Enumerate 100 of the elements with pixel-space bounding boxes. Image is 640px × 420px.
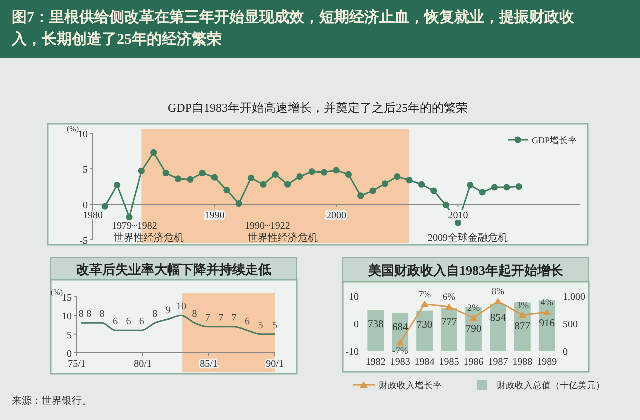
data-label: 8 bbox=[192, 309, 198, 320]
point bbox=[187, 176, 194, 183]
point bbox=[445, 304, 454, 310]
point bbox=[467, 182, 474, 189]
point bbox=[370, 188, 376, 194]
point bbox=[102, 203, 108, 210]
bar bbox=[416, 310, 433, 351]
bar bbox=[441, 308, 458, 351]
data-label: 10 bbox=[176, 302, 186, 313]
y2-tick-label: 500 bbox=[563, 320, 578, 330]
point bbox=[126, 214, 133, 221]
data-label: 777 bbox=[441, 317, 458, 328]
y-tick-label: 0 bbox=[354, 320, 359, 330]
data-label: 8% bbox=[492, 288, 505, 298]
point bbox=[199, 170, 206, 177]
point bbox=[248, 174, 255, 182]
point bbox=[224, 187, 230, 194]
y-tick-label: 10 bbox=[62, 312, 72, 323]
point bbox=[150, 149, 158, 156]
data-label: 7 bbox=[205, 312, 210, 324]
point bbox=[114, 182, 121, 189]
data-label: 6 bbox=[245, 316, 250, 328]
legend-label: 财政收入总值（十亿美元） bbox=[497, 380, 605, 390]
chart-title: 改革后失业率大幅下降并持续走低 bbox=[76, 262, 272, 277]
x-tick-label: 85/1 bbox=[200, 359, 218, 370]
point bbox=[406, 177, 413, 184]
data-label: 730 bbox=[416, 320, 433, 331]
data-label: 877 bbox=[514, 321, 531, 332]
y-tick-label: -5 bbox=[80, 236, 88, 247]
point bbox=[260, 181, 267, 188]
x-tick-label: 90/1 bbox=[266, 359, 284, 370]
x-tick-label: 1987 bbox=[488, 357, 508, 368]
point bbox=[394, 174, 401, 180]
chart-title: 美国财政收入自1983年起开始增长 bbox=[368, 263, 564, 278]
data-label: -7% bbox=[392, 346, 408, 357]
x-tick-label: 75/1 bbox=[68, 359, 86, 370]
x-tick-label: 2000 bbox=[326, 210, 346, 222]
point bbox=[382, 180, 388, 188]
data-label: 738 bbox=[368, 319, 384, 330]
y-tick-label: 15 bbox=[62, 293, 72, 304]
annotation: 1979~1982 世界性经济危机 bbox=[112, 221, 184, 244]
point bbox=[174, 176, 182, 182]
point bbox=[138, 168, 145, 174]
point bbox=[479, 189, 486, 196]
point bbox=[345, 171, 352, 178]
point bbox=[333, 167, 340, 174]
x-tick-label: 1983 bbox=[390, 357, 410, 368]
data-label: 684 bbox=[392, 322, 409, 334]
annotation: 2009全球金融危机 bbox=[428, 232, 508, 244]
point bbox=[454, 220, 462, 226]
point bbox=[296, 174, 304, 180]
data-label: 7 bbox=[232, 312, 237, 324]
y2-tick-label: 0 bbox=[563, 347, 568, 358]
y-tick-label: 10 bbox=[349, 292, 359, 303]
point bbox=[420, 300, 429, 308]
data-label: 5 bbox=[272, 320, 278, 332]
point bbox=[494, 298, 502, 304]
point bbox=[491, 184, 498, 191]
data-label: 2% bbox=[467, 304, 480, 314]
y-axis-title: (%) bbox=[51, 288, 64, 297]
point bbox=[418, 181, 426, 188]
data-label: 6 bbox=[139, 316, 144, 328]
data-label: 3% bbox=[516, 301, 530, 312]
data-label: 790 bbox=[466, 324, 482, 335]
point bbox=[396, 339, 404, 346]
text: 图7：里根供给侧改革在第三年开始显现成效，短期经济止血，恢复就业，提振财政收入，长期创造了25年的经济繁荣 bbox=[11, 8, 576, 48]
point bbox=[162, 170, 170, 177]
point bbox=[358, 192, 364, 200]
x-tick-label: 1985 bbox=[439, 357, 460, 368]
point bbox=[284, 181, 292, 188]
data-label: 8 bbox=[152, 309, 158, 320]
point bbox=[236, 200, 242, 208]
y-axis-title: (%) bbox=[67, 124, 80, 134]
bar bbox=[490, 304, 506, 351]
bar bbox=[368, 310, 384, 351]
point bbox=[430, 188, 438, 194]
y-tick-label: 0 bbox=[83, 200, 88, 212]
y-tick-label: 5 bbox=[83, 165, 88, 176]
x-tick-label: 1986 bbox=[464, 357, 484, 368]
point bbox=[543, 309, 552, 316]
source-note: 来源：世界银行。 bbox=[12, 395, 92, 407]
legend-label: 财政收入增长率 bbox=[379, 380, 442, 390]
y-tick-label: 5 bbox=[67, 330, 72, 342]
point bbox=[272, 171, 279, 178]
data-label: 4% bbox=[540, 298, 554, 308]
data-label: 916 bbox=[539, 318, 556, 330]
point bbox=[518, 312, 527, 318]
x-tick-label: 1990 bbox=[204, 210, 225, 222]
data-label: 8 bbox=[86, 309, 92, 320]
point bbox=[516, 183, 522, 190]
y-tick-label: -10 bbox=[346, 347, 359, 358]
x-tick-label: 1989 bbox=[537, 357, 558, 368]
point bbox=[321, 169, 328, 176]
point bbox=[470, 314, 478, 321]
point bbox=[308, 168, 316, 176]
y-tick-label: 10 bbox=[78, 130, 88, 140]
data-label: 8 bbox=[100, 309, 105, 320]
x-tick-label: 1982 bbox=[366, 357, 386, 368]
data-label: 7% bbox=[418, 290, 432, 300]
y-tick-label: 0 bbox=[67, 349, 72, 360]
